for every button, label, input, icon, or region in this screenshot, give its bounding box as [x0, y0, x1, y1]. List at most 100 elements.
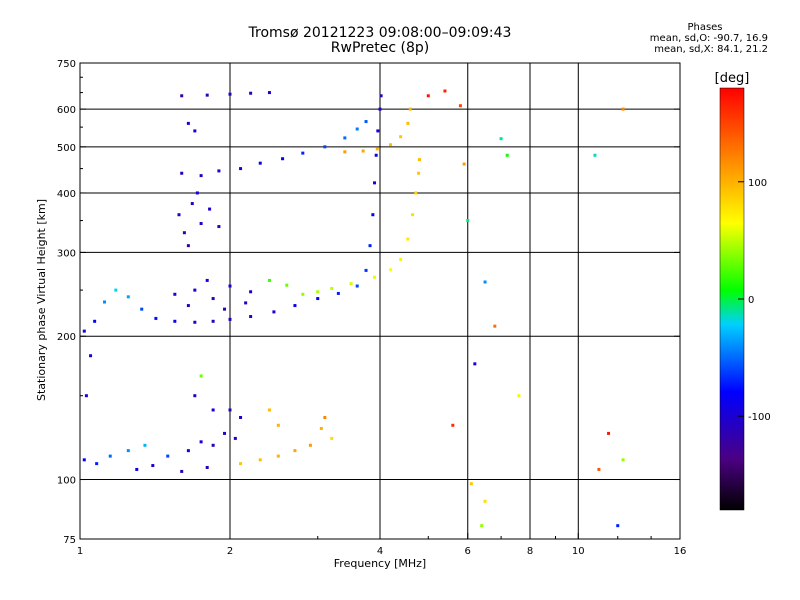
- y-tick-label: 75: [63, 535, 76, 546]
- data-point: [190, 202, 194, 206]
- chart-subtitle: RwPretec (8p): [330, 40, 430, 56]
- data-point: [399, 257, 403, 261]
- data-point: [223, 431, 227, 435]
- data-point: [193, 394, 197, 398]
- data-point: [505, 153, 509, 157]
- data-point: [166, 454, 170, 458]
- data-point: [140, 307, 144, 311]
- data-point: [84, 394, 88, 398]
- data-point: [374, 153, 378, 157]
- data-point: [135, 467, 139, 471]
- data-point: [151, 464, 155, 468]
- chart-title: Tromsø 20121223 09:08:00–09:09:43: [248, 25, 512, 41]
- y-tick-label: 600: [57, 105, 76, 116]
- y-tick-label: 400: [57, 189, 76, 200]
- data-point: [199, 440, 203, 444]
- data-point: [343, 136, 347, 140]
- data-point: [499, 137, 503, 141]
- data-point: [199, 222, 203, 226]
- data-point: [228, 408, 232, 412]
- data-point: [389, 143, 393, 147]
- data-point: [301, 292, 305, 296]
- data-point: [281, 157, 285, 161]
- data-point: [607, 431, 611, 435]
- data-point: [316, 290, 320, 294]
- data-point: [114, 288, 118, 292]
- data-point: [258, 458, 262, 462]
- data-point: [301, 151, 305, 155]
- data-point: [364, 120, 368, 124]
- data-point: [417, 171, 421, 175]
- colorbar-ticks: 100 0 -100: [738, 178, 771, 423]
- data-point: [355, 284, 359, 288]
- data-point: [208, 207, 212, 211]
- x-tick-label: 16: [674, 546, 687, 557]
- colorbar-tick-label: 100: [748, 178, 767, 189]
- data-point: [211, 443, 215, 447]
- data-point: [408, 107, 412, 111]
- colorbar-unit: [deg]: [715, 71, 750, 86]
- phase-stats: Phases mean, sd,O: -90.7, 16.9 mean, sd,…: [588, 22, 768, 55]
- data-point: [223, 307, 227, 311]
- data-point: [406, 121, 410, 125]
- x-axis-ticks: 1 2 4 6 8 10 16: [77, 533, 687, 557]
- data-point: [323, 415, 327, 419]
- data-point: [308, 443, 312, 447]
- y-tick-label: 500: [57, 143, 76, 154]
- data-point: [89, 354, 93, 358]
- data-points: [82, 89, 625, 528]
- data-point: [343, 150, 347, 154]
- data-point: [473, 362, 477, 366]
- data-point: [180, 94, 184, 98]
- data-point: [211, 297, 215, 301]
- data-point: [186, 244, 190, 248]
- data-point: [95, 462, 99, 466]
- data-point: [597, 467, 601, 471]
- data-point: [126, 295, 130, 299]
- colorbar-tick-label: -100: [748, 412, 771, 423]
- data-point: [82, 458, 86, 462]
- data-point: [316, 297, 320, 301]
- data-point: [493, 324, 497, 328]
- data-point: [616, 524, 620, 528]
- data-point: [205, 93, 209, 97]
- data-point: [376, 129, 380, 133]
- data-point: [143, 443, 147, 447]
- data-point: [330, 436, 334, 440]
- x-tick-label: 4: [377, 546, 383, 557]
- data-point: [267, 408, 271, 412]
- data-point: [195, 191, 199, 195]
- data-point: [462, 162, 466, 166]
- data-point: [399, 135, 403, 139]
- data-point: [182, 231, 186, 235]
- data-point: [180, 469, 184, 473]
- data-point: [173, 319, 177, 323]
- phase-x-stats: mean, sd,X: 84.1, 21.2: [654, 44, 768, 55]
- data-point: [480, 524, 484, 528]
- data-point: [319, 426, 323, 430]
- data-point: [267, 91, 271, 95]
- colorbar-tick-label: 0: [748, 295, 754, 306]
- data-point: [205, 465, 209, 469]
- data-point: [217, 169, 221, 173]
- data-point: [211, 408, 215, 412]
- data-point: [361, 149, 365, 153]
- data-point: [82, 329, 86, 333]
- data-point: [180, 171, 184, 175]
- data-point: [267, 278, 271, 282]
- grid: [80, 63, 680, 539]
- x-tick-label: 10: [572, 546, 585, 557]
- data-point: [451, 423, 455, 427]
- data-point: [239, 415, 243, 419]
- data-point: [417, 158, 421, 162]
- data-point: [228, 317, 232, 321]
- y-axis-label: Stationary phase Virtual Height [km]: [35, 199, 48, 401]
- data-point: [108, 454, 112, 458]
- data-point: [193, 129, 197, 133]
- data-point: [239, 167, 243, 171]
- data-point: [244, 301, 248, 305]
- data-point: [406, 237, 410, 241]
- data-point: [389, 268, 393, 272]
- y-axis-ticks: 75 100 200 300 400 500 600 750: [57, 59, 680, 546]
